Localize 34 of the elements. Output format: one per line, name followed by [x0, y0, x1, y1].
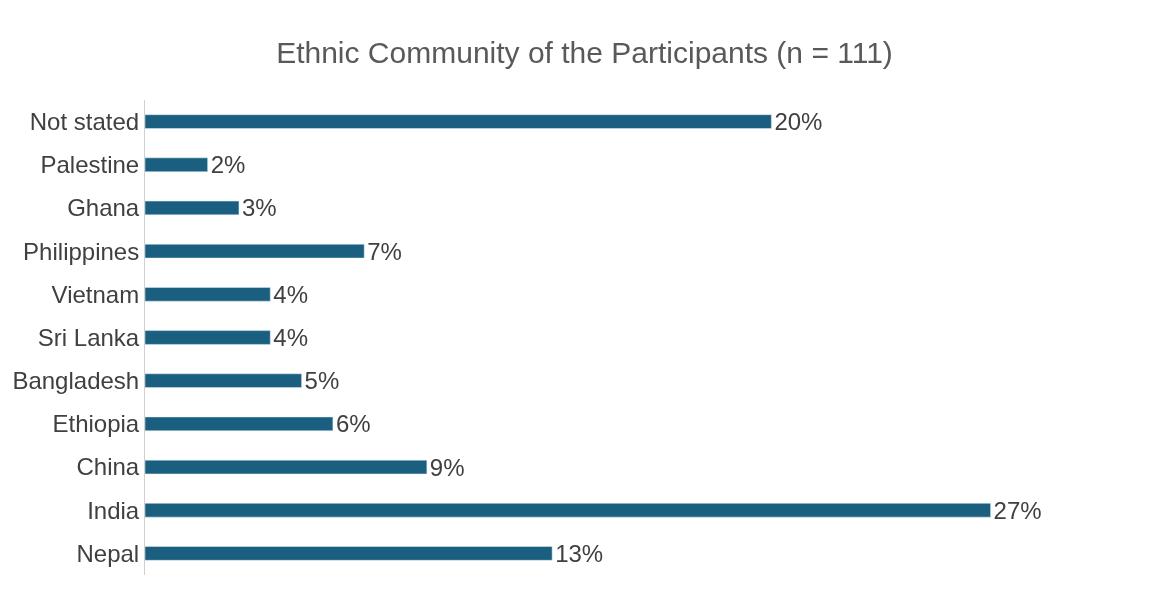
bar [145, 200, 240, 216]
y-tick-label: Sri Lanka [37, 323, 140, 351]
bar [145, 459, 428, 475]
data-label: 9% [429, 453, 465, 481]
bar [145, 114, 772, 129]
y-tick-label: India [87, 496, 140, 524]
y-tick-label: Ethiopia [52, 410, 140, 438]
y-tick-label: Vietnam [51, 280, 140, 308]
bar [145, 416, 334, 432]
data-label: 5% [304, 367, 340, 395]
y-tick-label: Not stated [29, 107, 140, 135]
y-tick-label: China [76, 453, 140, 481]
y-tick-label: Palestine [40, 151, 140, 179]
chart-title: Ethnic Community of the Participants (n = 111) [276, 36, 893, 70]
data-label: 2% [210, 151, 246, 179]
data-label: 20% [774, 108, 823, 136]
data-label: 7% [367, 237, 402, 265]
bar [145, 503, 991, 518]
data-label: 6% [335, 410, 371, 438]
bar [145, 546, 553, 561]
bar [145, 330, 271, 345]
y-tick-label: Ghana [67, 194, 140, 222]
data-label: 3% [241, 194, 277, 222]
y-tick-label: Philippines [23, 237, 140, 265]
y-tick-label: Bangladesh [12, 367, 140, 395]
data-label: 27% [993, 496, 1042, 524]
bar [145, 243, 365, 259]
data-label: 4% [273, 280, 308, 308]
data-label: 13% [555, 539, 604, 567]
bar [145, 373, 302, 388]
bar [145, 157, 208, 172]
y-tick-label: Nepal [76, 539, 140, 567]
bar [145, 287, 271, 302]
data-label: 4% [273, 324, 308, 351]
